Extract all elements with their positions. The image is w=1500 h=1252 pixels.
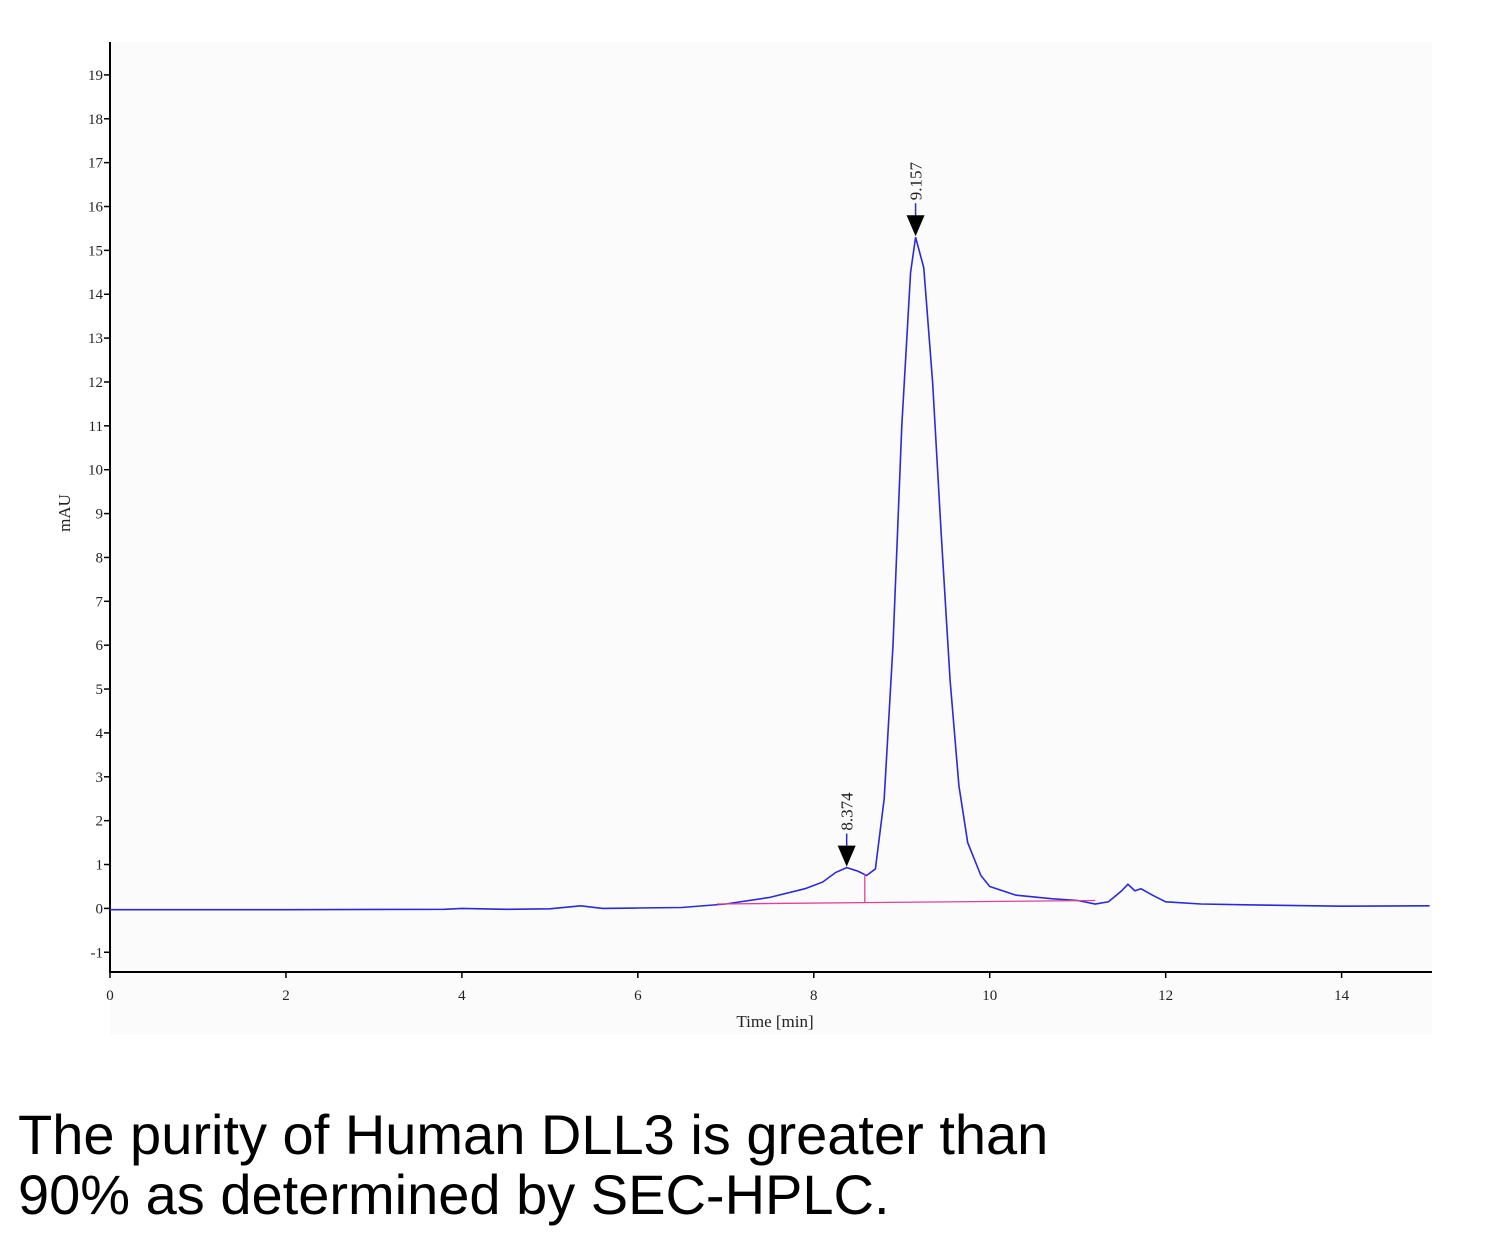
y-tick-label: 8: [96, 550, 104, 566]
y-tick-label: 7: [96, 594, 104, 610]
x-tick-label: 0: [106, 988, 114, 1004]
y-tick-label: 9: [96, 507, 104, 523]
x-axis-title: Time [min]: [736, 1012, 813, 1031]
peak-label: 9.157: [907, 161, 926, 200]
caption: The purity of Human DLL3 is greater than…: [18, 1103, 1049, 1226]
y-axis-title: mAU: [55, 494, 74, 532]
y-tick-label: 0: [96, 901, 104, 917]
y-tick-label: 17: [88, 156, 104, 172]
data-line: [716, 899, 1096, 905]
y-tick-label: 4: [96, 726, 104, 742]
y-tick-label: 13: [88, 331, 103, 347]
y-tick-label: 16: [88, 200, 104, 216]
y-tick-label: 11: [89, 419, 103, 435]
peak-marker: [906, 215, 925, 237]
y-tick-label: 18: [88, 112, 103, 128]
y-tick-label: 1: [96, 858, 104, 874]
y-tick-label: -1: [91, 945, 104, 961]
peak-marker: [837, 845, 856, 867]
plot-background: [110, 42, 1432, 1035]
y-tick-label: 19: [88, 68, 103, 84]
x-tick-label: 10: [982, 988, 997, 1004]
x-tick-label: 8: [810, 988, 818, 1004]
y-tick-label: 6: [96, 638, 104, 654]
chart: Time [min] mAU -101234567891011121314151…: [55, 42, 1432, 1035]
x-tick-label: 2: [282, 988, 290, 1004]
x-tick-label: 6: [634, 988, 642, 1004]
y-tick-label: 2: [96, 814, 104, 830]
y-tick-label: 3: [96, 770, 104, 786]
x-tick-label: 12: [1158, 988, 1173, 1004]
y-tick-label: 10: [88, 463, 103, 479]
y-tick-label: 5: [96, 682, 104, 698]
y-tick-label: 14: [88, 287, 104, 303]
x-tick-label: 4: [458, 988, 466, 1004]
peak-label: 8.374: [838, 792, 857, 831]
y-tick-label: 15: [88, 243, 103, 259]
x-tick-label: 14: [1334, 988, 1350, 1004]
data-line: [110, 236, 1430, 911]
y-tick-label: 12: [88, 375, 103, 391]
